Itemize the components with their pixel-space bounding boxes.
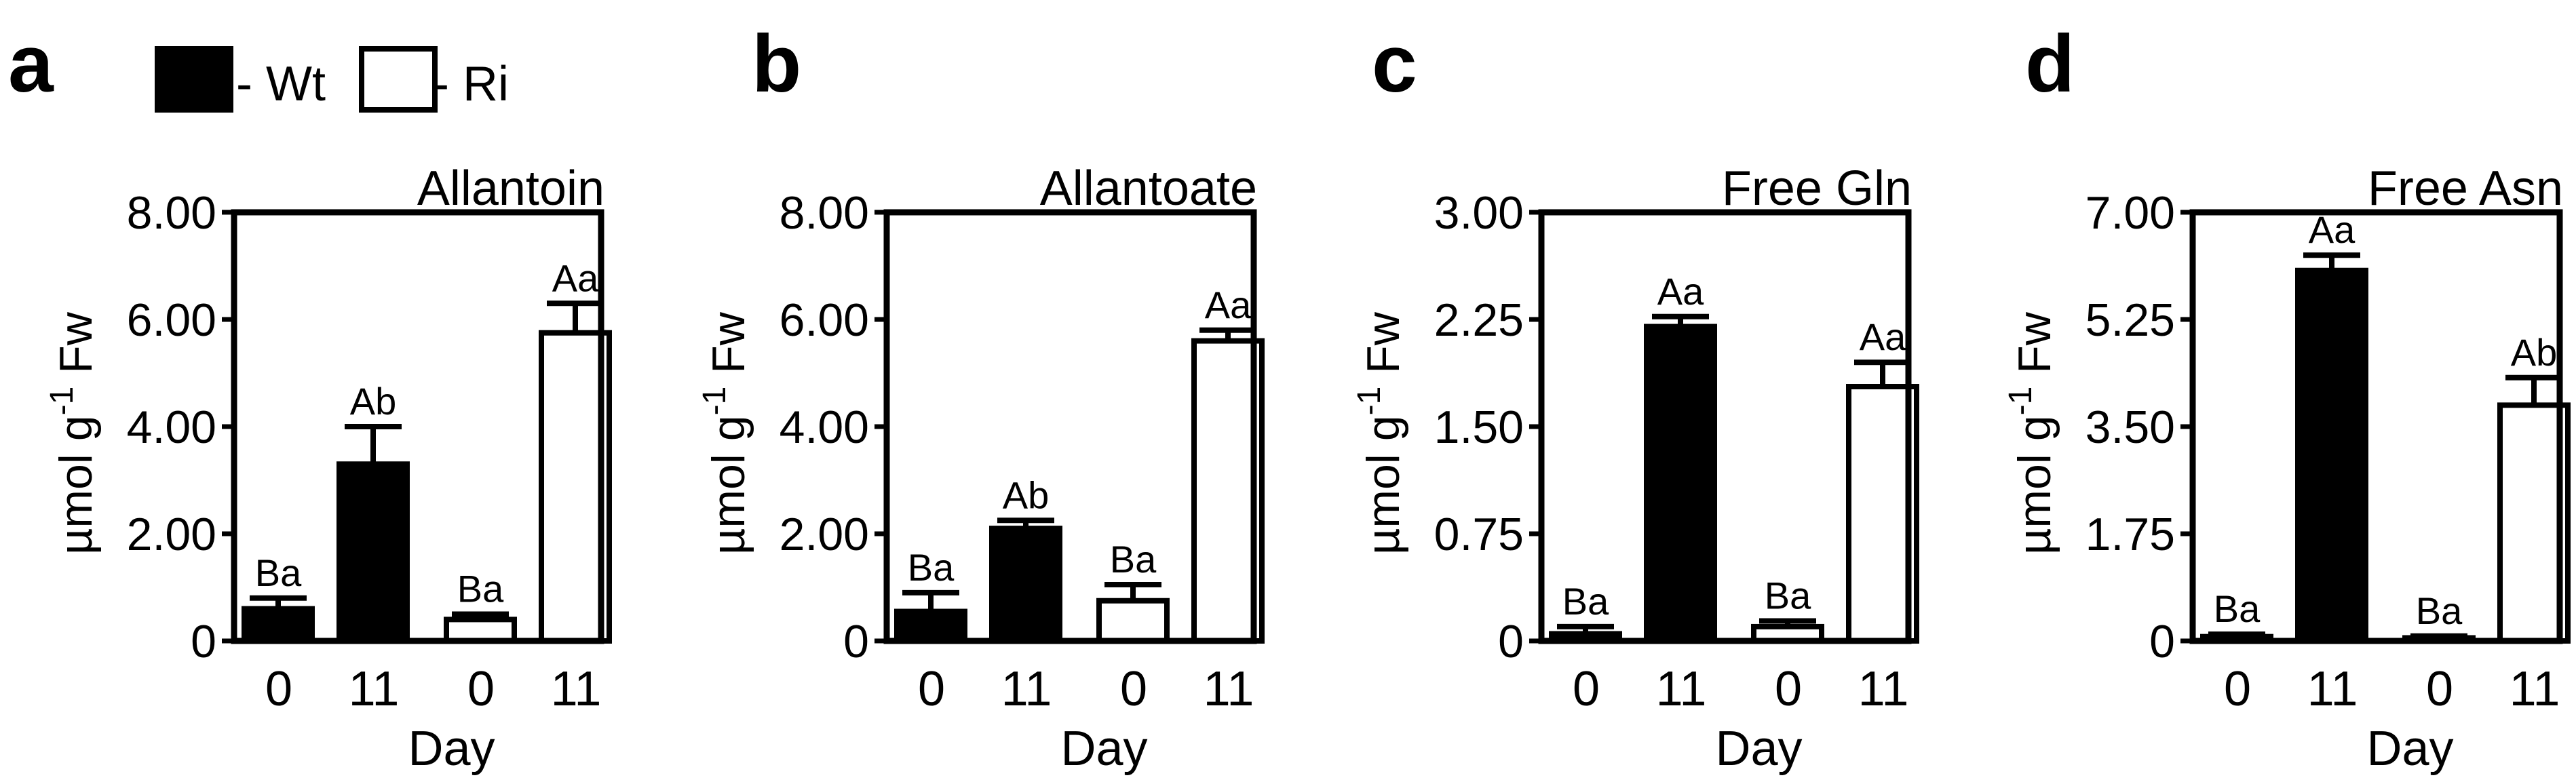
bar <box>894 608 967 644</box>
significance-label: Aa <box>1657 270 1704 313</box>
y-axis-label: µmol g-1 Fw <box>1351 311 1409 555</box>
category-label: 11 <box>1656 662 1707 716</box>
y-tick-label: 6.00 <box>780 294 869 346</box>
category-label: 11 <box>1001 662 1052 716</box>
panels: a Allantoin Ba 0 Ab 11 Ba 0 Aa 11 0 2.00 4.00 6.00 8.0… <box>8 18 2571 776</box>
y-tick-label: 4.00 <box>780 402 869 453</box>
significance-label: Ab <box>1003 473 1050 516</box>
bar <box>444 617 517 644</box>
y-axis-label-superscript: -1 <box>1351 387 1387 416</box>
legend-swatch-2 <box>359 46 438 113</box>
y-tick-label: 0 <box>2149 616 2175 667</box>
category-label: 0 <box>2426 662 2453 716</box>
y-tick-label: 0.75 <box>1434 509 1524 560</box>
y-axis-label-superscript: -1 <box>44 387 80 416</box>
y-axis-label: µmol g-1 Fw <box>44 311 102 555</box>
category-label: 0 <box>1120 662 1147 716</box>
y-tick-label: 2.00 <box>780 509 869 560</box>
y-tick-label: 2.00 <box>127 509 216 560</box>
legend: - Wt - Ri <box>155 46 509 113</box>
significance-label: Aa <box>552 256 599 299</box>
x-axis-label: Day <box>408 722 495 776</box>
bar <box>337 461 410 644</box>
legend-label-2: - Ri <box>433 57 509 111</box>
significance-label: Ba <box>255 551 302 594</box>
y-axis-label-superscript: -1 <box>697 387 733 416</box>
significance-label: Ba <box>1110 538 1157 581</box>
legend-label-1: - Wt <box>236 57 326 111</box>
significance-label: Ab <box>2511 331 2558 374</box>
significance-label: Aa <box>2309 208 2356 251</box>
y-tick-label: 6.00 <box>127 294 216 346</box>
legend-swatch-1 <box>155 46 233 113</box>
x-axis-label: Day <box>2366 722 2453 776</box>
panel-b: b Allantoate Ba 0 Ab 11 Ba 0 Aa 11 0 2.00 4.00 6.00 8.… <box>697 18 1265 776</box>
y-tick-label: 0 <box>1498 616 1524 667</box>
y-tick-label: 3.50 <box>2085 402 2175 453</box>
panel-c: c Free Gln Ba 0 Aa 11 Ba 0 Aa 11 0 0.75 1.50 2.25 3.00… <box>1351 18 1919 776</box>
y-tick-label: 2.25 <box>1434 294 1524 346</box>
y-tick-label: 1.50 <box>1434 402 1524 453</box>
chart-title: Free Asn <box>2368 161 2563 216</box>
y-axis-label-unit: Fw <box>50 311 102 386</box>
significance-label: Aa <box>1860 315 1906 358</box>
y-tick-label: 5.25 <box>2085 294 2175 346</box>
category-label: 0 <box>1573 662 1600 716</box>
category-label: 11 <box>1204 662 1254 716</box>
y-tick-label: 8.00 <box>127 187 216 239</box>
bar <box>989 526 1062 644</box>
y-axis-label-main: µmol g <box>1358 415 1409 554</box>
category-label: 0 <box>2224 662 2251 716</box>
y-tick-label: 3.00 <box>1434 187 1524 239</box>
category-label: 11 <box>2307 662 2358 716</box>
y-axis-label-main: µmol g <box>2009 415 2060 554</box>
y-tick-label: 0 <box>191 616 216 667</box>
chart-title: Allantoate <box>1040 161 1257 216</box>
significance-label: Ba <box>2214 587 2261 630</box>
category-label: 11 <box>349 662 400 716</box>
y-tick-label: 1.75 <box>2085 509 2175 560</box>
y-axis-label: µmol g-1 Fw <box>697 311 754 555</box>
y-axis-label-main: µmol g <box>703 415 754 554</box>
category-label: 11 <box>1858 662 1909 716</box>
panel-letter: a <box>8 18 54 109</box>
significance-label: Ab <box>350 380 397 423</box>
panel-a: a Allantoin Ba 0 Ab 11 Ba 0 Aa 11 0 2.00 4.00 6.00 8.0… <box>8 18 612 776</box>
y-axis-label-unit: Fw <box>703 311 754 386</box>
category-label: 0 <box>467 662 495 716</box>
panel-letter: c <box>1372 18 1417 109</box>
category-label: 0 <box>265 662 292 716</box>
bar <box>242 606 315 644</box>
panel-letter: b <box>752 18 801 109</box>
y-tick-label: 8.00 <box>780 187 869 239</box>
bar <box>2295 267 2368 644</box>
y-axis-label-unit: Fw <box>1358 311 1409 386</box>
panel-letter: d <box>2025 18 2075 109</box>
y-axis-label-unit: Fw <box>2009 311 2060 386</box>
y-tick-label: 4.00 <box>127 402 216 453</box>
category-label: 0 <box>918 662 945 716</box>
category-label: 0 <box>1775 662 1802 716</box>
chart-title: Allantoin <box>417 161 604 216</box>
y-axis-label-main: µmol g <box>50 415 102 554</box>
significance-label: Ba <box>2416 589 2463 632</box>
significance-label: Ba <box>457 568 504 610</box>
category-label: 11 <box>551 662 602 716</box>
significance-label: Aa <box>1205 284 1252 326</box>
y-axis-label: µmol g-1 Fw <box>2003 311 2060 555</box>
significance-label: Ba <box>1562 580 1609 623</box>
y-tick-label: 0 <box>843 616 869 667</box>
category-label: 11 <box>2510 662 2560 716</box>
x-axis-label: Day <box>1715 722 1802 776</box>
panel-d: d Free Asn Ba 0 Aa 11 Ba 0 Ab 11 0 1.75 3.50 5.25 7.00… <box>2003 18 2571 776</box>
bar <box>1644 324 1717 644</box>
x-axis-label: Day <box>1060 722 1147 776</box>
significance-label: Ba <box>908 546 955 589</box>
significance-label: Ba <box>1765 574 1811 617</box>
chart-title: Free Gln <box>1722 161 1912 216</box>
bar <box>1096 598 1170 644</box>
y-tick-label: 7.00 <box>2085 187 2175 239</box>
y-axis-label-superscript: -1 <box>2003 387 2039 416</box>
